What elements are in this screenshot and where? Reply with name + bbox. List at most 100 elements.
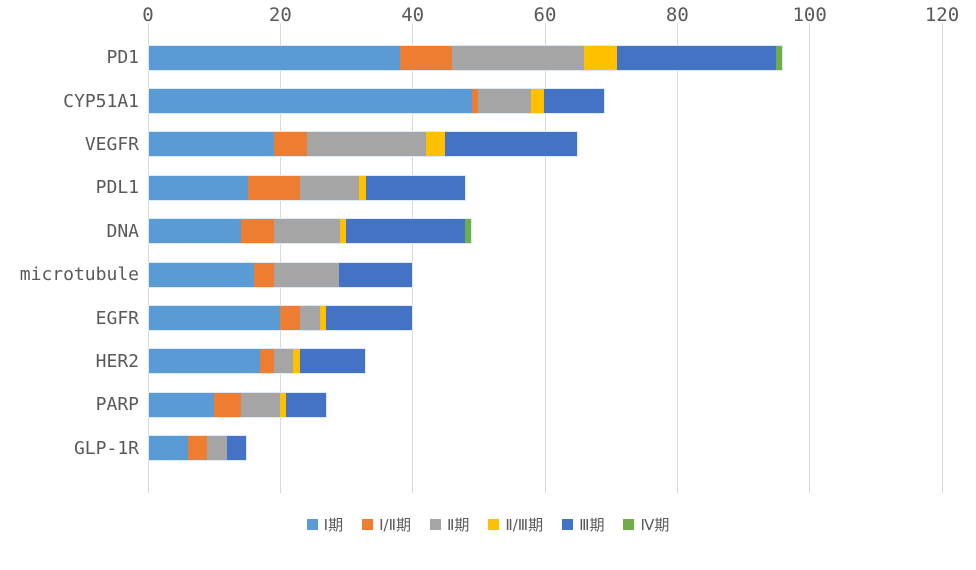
legend-swatch-icon [362, 519, 374, 530]
axis-corner-spacer [0, 0, 148, 36]
x-axis-tick-labels: 0 20 40 60 80 100 120 [142, 0, 959, 36]
legend-item: Ⅳ期 [623, 514, 669, 535]
bar-segment [775, 45, 783, 70]
bar-segment [273, 349, 294, 374]
bar-segment [273, 219, 340, 244]
bar-segment [617, 45, 776, 70]
bar-segment [187, 436, 208, 461]
chart-row [148, 253, 942, 296]
legend-label: Ⅱ期 [446, 516, 470, 534]
bar-segment [273, 262, 340, 287]
bar-segment [478, 89, 532, 114]
stacked-bar [148, 88, 605, 115]
bar-segment [359, 175, 366, 200]
stacked-bar [148, 44, 784, 71]
stacked-bar [148, 174, 466, 201]
legend-swatch-icon [562, 519, 574, 530]
stacked-bar [148, 305, 413, 332]
chart-row [148, 166, 942, 209]
bar-segment [149, 262, 255, 287]
bar-segment [307, 132, 426, 157]
gridline [412, 23, 414, 493]
gridline [544, 23, 546, 493]
category-axis: PD1 CYP51A1 VEGFR PDL1 DNA microtubule EGFR HER… [0, 36, 148, 470]
bar-segment [247, 175, 301, 200]
gridline [941, 23, 943, 493]
gridline [279, 23, 281, 493]
stacked-bar [148, 131, 579, 158]
bar-segment [286, 392, 326, 417]
chart-row [148, 36, 942, 79]
chart-row [148, 296, 942, 339]
bar-segment [299, 349, 366, 374]
plot-body: PD1 CYP51A1 VEGFR PDL1 DNA microtubule EGFR HER… [0, 23, 976, 493]
bar-segment [280, 306, 301, 331]
bar-segment [274, 132, 308, 157]
bar-segment [149, 436, 188, 461]
bar-segment [319, 306, 327, 331]
category-label: GLP-1R [73, 437, 139, 459]
chart-row [148, 123, 942, 166]
stacked-bar [148, 435, 248, 462]
bar-segment [346, 219, 465, 244]
plot-area [147, 23, 943, 493]
legend-item: Ⅰ/Ⅱ期 [362, 514, 411, 535]
category-label: CYP51A1 [63, 90, 139, 112]
gridline [809, 23, 811, 493]
bar-segment [326, 306, 412, 331]
legend: Ⅰ期 Ⅰ/Ⅱ期 Ⅱ期 Ⅱ/Ⅲ期 Ⅲ期 Ⅳ期 [0, 514, 976, 535]
bar-segment [445, 132, 578, 157]
bar-segment [254, 262, 274, 287]
legend-swatch-icon [306, 519, 318, 530]
legend-item: Ⅱ期 [429, 514, 470, 535]
x-tick-label: 80 [665, 4, 689, 26]
stacked-bar [148, 348, 367, 375]
bar-segment [300, 306, 320, 331]
bar-segment [149, 349, 261, 374]
category-label: PARP [95, 394, 139, 416]
legend-label: Ⅰ期 [323, 516, 344, 534]
legend-label: Ⅳ期 [640, 516, 670, 534]
chart-row [148, 79, 942, 122]
category-label: HER2 [95, 350, 139, 372]
x-axis: 0 20 40 60 80 100 120 [0, 0, 976, 36]
bar-segment [149, 392, 215, 417]
bar-segment [471, 89, 479, 114]
chart-row [148, 340, 942, 383]
bar-segment [531, 89, 545, 114]
category-label: microtubule [19, 264, 139, 286]
bar-segment [399, 45, 453, 70]
bar-segment [544, 89, 604, 114]
bar-segment [339, 219, 347, 244]
x-tick-label: 0 [142, 4, 154, 26]
gridline [676, 23, 678, 493]
bar-segment [260, 349, 274, 374]
legend-label: Ⅲ期 [579, 516, 605, 534]
chart-row [148, 383, 942, 426]
legend-swatch-icon [488, 519, 500, 530]
bar-segment [293, 349, 300, 374]
bar-segment [149, 306, 281, 331]
bar-segment [207, 436, 227, 461]
legend-item: Ⅰ期 [306, 514, 344, 535]
category-label: VEGFR [84, 133, 139, 155]
category-label: PD1 [106, 47, 139, 69]
x-tick-label: 120 [924, 4, 960, 26]
x-tick-label: 60 [533, 4, 557, 26]
legend-label: Ⅰ/Ⅱ期 [379, 516, 411, 534]
legend-item: Ⅲ期 [562, 514, 604, 535]
gridline [147, 23, 149, 493]
bar-segment [214, 392, 241, 417]
category-label: DNA [106, 220, 139, 242]
chart-row [148, 427, 942, 470]
bar-segment [365, 175, 465, 200]
legend-label: Ⅱ/Ⅲ期 [505, 516, 544, 534]
bar-segment [425, 132, 446, 157]
bar-segment [300, 175, 360, 200]
legend-swatch-icon [623, 519, 635, 530]
x-tick-label: 100 [792, 4, 827, 26]
bar-segment [226, 436, 247, 461]
bar-segment [241, 219, 274, 244]
category-label: EGFR [95, 307, 139, 329]
